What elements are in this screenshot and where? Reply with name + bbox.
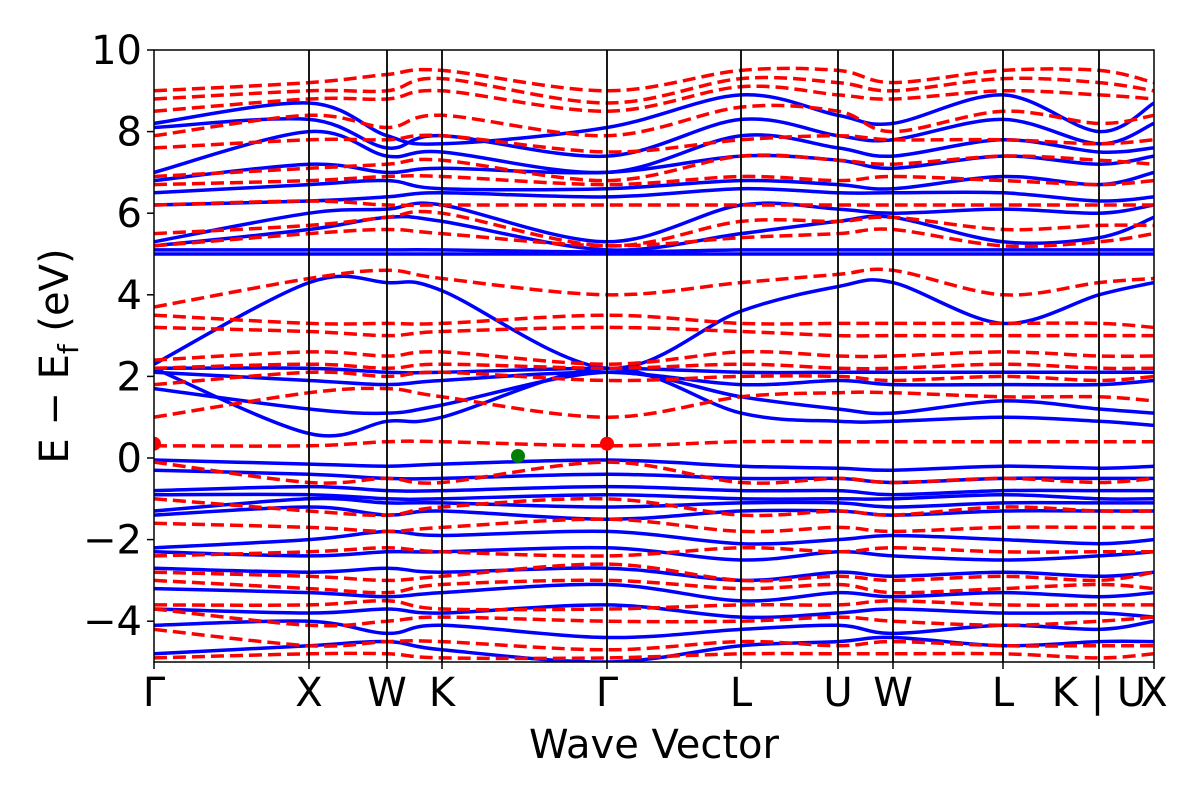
y-tick-label: 0 [117, 436, 142, 482]
dashed-band-line [154, 460, 1154, 485]
dashed-band-line [154, 562, 1154, 583]
y-tick-label: 10 [91, 28, 142, 74]
solid-band-line [154, 484, 1154, 497]
solid-band-line [154, 186, 1154, 207]
x-tick-label: L [730, 670, 753, 716]
solid-band-line [154, 603, 1154, 620]
solid-band-line [154, 116, 1154, 159]
y-tick-label: −2 [83, 518, 142, 564]
solid-band-line [154, 370, 1154, 387]
x-tick-label: K | U [1052, 670, 1146, 716]
dashed-band-line [154, 598, 1154, 612]
dashed-band-line [154, 517, 1154, 534]
y-tick-label: 8 [117, 110, 142, 156]
solid-band-line [154, 492, 1154, 502]
x-tick-label: K [429, 670, 457, 716]
y-tick-label: 4 [117, 273, 142, 319]
x-tick-label: L [992, 670, 1015, 716]
marker-points [154, 436, 614, 463]
solid-band-line [154, 170, 1154, 195]
x-tick-label: Γ [596, 670, 619, 716]
dashed-band-line [154, 545, 1154, 558]
dashed-band-line [154, 325, 1154, 338]
solid-band-line [154, 274, 1154, 370]
solid-band-line [154, 458, 1154, 473]
solid-band-line [154, 93, 1154, 146]
solid-band-line [154, 370, 1154, 416]
x-tick-label: W [873, 670, 913, 716]
solid-band-line [154, 248, 1154, 254]
high-symmetry-lines [308, 50, 1100, 662]
x-tick-label: W [367, 670, 407, 716]
dashed-band-line [154, 84, 1154, 113]
dashed-band-line [154, 439, 1154, 448]
plot-frame [153, 49, 1155, 663]
dashed-band-line [154, 227, 1154, 249]
y-tick-label: 6 [117, 191, 142, 237]
dashed-band-line [154, 209, 1154, 248]
x-tick-label: X [295, 670, 322, 716]
solid-band-line [154, 545, 1154, 562]
dashed-band-line [154, 627, 1154, 652]
y-axis-label-units: (eV) [32, 248, 78, 344]
dashed-band-line [154, 153, 1154, 183]
dashed-band-line [154, 103, 1154, 138]
y-axis-ticks: −4 −2 0 2 4 6 8 10 [83, 28, 154, 645]
band-edge-marker [600, 436, 614, 451]
y-tick-label: −4 [83, 599, 142, 645]
dashed-band-line [154, 133, 1154, 154]
solid-band-line [154, 496, 1154, 513]
dashed-band-line [154, 66, 1154, 93]
dashed-band-line [154, 370, 1154, 387]
x-tick-label: Γ [143, 670, 166, 716]
solid-band-line [154, 582, 1154, 603]
y-tick-label: 2 [117, 354, 142, 400]
x-axis-label: Wave Vector [529, 722, 780, 768]
dashed-band-line [154, 607, 1154, 628]
dashed-band-line [154, 173, 1154, 187]
dashed-band-line [154, 349, 1154, 366]
x-tick-label: X [1140, 670, 1167, 716]
y-axis-label: E − Ef (eV) [32, 248, 85, 463]
y-axis-label-main: E − E [32, 354, 78, 464]
dashed-band-line [154, 651, 1154, 661]
solid-band-line [154, 505, 1154, 521]
dashed-band-line [154, 362, 1154, 371]
dashed-band-series [154, 66, 1154, 661]
y-axis-label-sub: f [52, 343, 85, 354]
dashed-band-line [154, 199, 1154, 208]
solid-band-line [154, 366, 1154, 375]
bands-layer [154, 66, 1154, 662]
dashed-band-line [154, 75, 1154, 105]
band-edge-marker [154, 436, 161, 451]
solid-band-line [154, 201, 1154, 244]
band-edge-marker [511, 448, 525, 463]
dashed-band-line [154, 578, 1154, 595]
x-tick-label: U [823, 670, 852, 716]
dashed-band-line [154, 313, 1154, 330]
dashed-band-line [154, 267, 1154, 309]
dashed-band-line [154, 496, 1154, 518]
dashed-band-line [154, 386, 1154, 419]
solid-band-line [154, 529, 1154, 550]
